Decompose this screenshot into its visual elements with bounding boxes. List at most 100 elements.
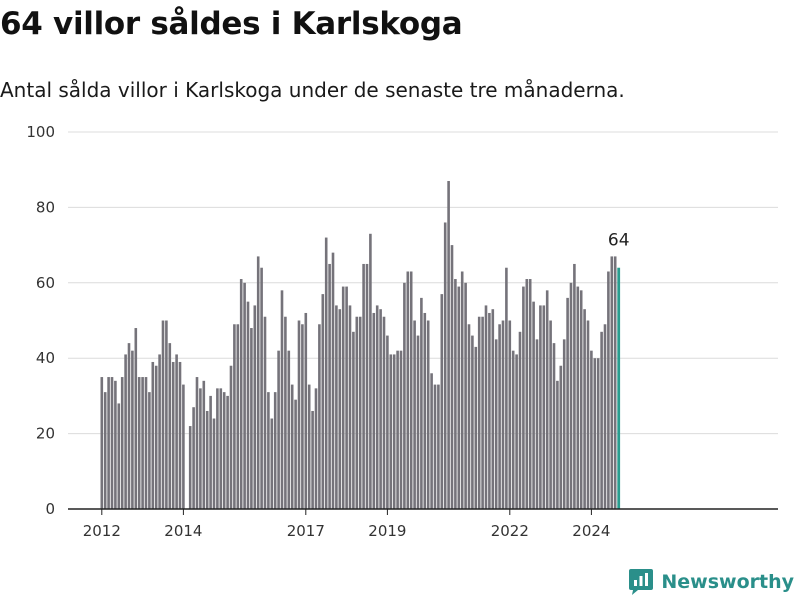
chart-bar: [324, 237, 328, 509]
x-tick-label: 2014: [164, 522, 202, 540]
chart-bar: [270, 418, 274, 509]
chart-bar: [552, 343, 556, 509]
brand-logo: Newsworthy: [628, 568, 794, 596]
chart-bar: [236, 324, 240, 509]
chart-bar: [107, 377, 110, 509]
chart-bar: [460, 271, 464, 509]
chart-bar: [287, 350, 291, 509]
chart-bar: [583, 309, 586, 509]
chart-bar: [556, 380, 559, 509]
chart-bar: [403, 282, 406, 509]
chart-bar: [348, 305, 352, 509]
chart-bar: [369, 233, 372, 510]
chart-bar: [171, 361, 175, 509]
chart-bar: [464, 282, 467, 509]
chart-bar: [379, 309, 382, 509]
chart-labels: 0 20 40 60 80 100 64 2012 2014 2017 2019 2022 2024: [26, 123, 629, 540]
x-tick-label: 2022: [491, 522, 529, 540]
chart-bar: [219, 388, 223, 509]
chart-bar: [250, 328, 253, 509]
chart-bar: [593, 358, 597, 509]
chart-bar: [100, 377, 104, 509]
chart-bar: [161, 320, 165, 509]
chart-bar: [110, 377, 114, 509]
chart-bar: [154, 365, 158, 509]
chart-bar: [579, 290, 583, 509]
chart-bar: [182, 384, 185, 509]
chart-bar: [443, 222, 447, 510]
chart-bar: [437, 384, 440, 509]
chart-bar: [416, 335, 420, 509]
chart-bar: [216, 388, 219, 509]
chart-bar: [471, 335, 474, 509]
chart-bar: [484, 305, 488, 509]
chart-bar: [491, 309, 495, 509]
chart-bar: [413, 320, 416, 509]
chart-bar: [576, 286, 580, 509]
chart-bar: [222, 392, 226, 509]
chart-bar: [586, 320, 590, 509]
chart-bar: [447, 181, 450, 509]
chart-bar: [114, 380, 117, 509]
chart-bar: [311, 410, 314, 509]
chart-bar: [532, 301, 535, 509]
chart-bar: [260, 267, 263, 509]
chart-bar: [243, 282, 246, 509]
chart-bar: [498, 324, 501, 509]
chart-bar: [103, 392, 107, 509]
chart-bar: [188, 426, 192, 509]
chart-bar: [304, 312, 308, 509]
chart-bar: [382, 316, 386, 509]
chart-bar: [562, 339, 566, 509]
chart-bar: [559, 365, 563, 509]
chart-bar: [134, 328, 138, 509]
x-tick-label: 2012: [83, 522, 121, 540]
chart-bar: [263, 316, 267, 509]
chart-bar: [335, 305, 338, 509]
chart-bar: [375, 305, 379, 509]
chart-bar: [549, 320, 552, 509]
chart-bar: [338, 309, 342, 509]
chart-bar: [117, 403, 121, 509]
chart-bar: [613, 256, 617, 509]
bar-chart: 0 20 40 60 80 100 64 2012 2014 2017 2019 2022 2024: [26, 123, 778, 540]
y-tick-label: 80: [36, 198, 55, 216]
chart-bar: [590, 350, 593, 509]
chart-bar: [399, 350, 403, 509]
chart-bar: [246, 301, 250, 509]
chart-bar: [256, 256, 260, 509]
chart-bar: [239, 279, 243, 509]
chart-bar: [522, 286, 525, 509]
chart-bar: [301, 324, 304, 509]
y-tick-label: 60: [36, 274, 55, 292]
chart-bar: [233, 324, 236, 509]
chart-bar: [573, 263, 576, 509]
chart-bar: [508, 320, 512, 509]
chart-bar: [277, 350, 280, 509]
chart-bar: [158, 354, 161, 509]
chart-bar: [120, 377, 124, 509]
chart-bar: [450, 245, 454, 509]
chart-bar: [566, 297, 569, 509]
chart-bar: [267, 392, 270, 509]
chart-bar: [229, 365, 233, 509]
chart-bar: [331, 252, 335, 509]
chart-bar: [430, 373, 433, 509]
chart-bar: [178, 361, 182, 509]
chart-bar: [318, 324, 321, 509]
latest-value-label: 64: [608, 230, 630, 250]
chart-bar: [596, 358, 600, 509]
chart-bar-latest: [617, 267, 621, 509]
chart-bar: [202, 380, 206, 509]
chart-bar: [535, 339, 539, 509]
chart-bar: [607, 271, 610, 509]
chart-bar: [477, 316, 481, 509]
chart-bar: [494, 339, 498, 509]
page-subtitle: Antal sålda villor i Karlskoga under de …: [0, 78, 625, 102]
chart-bars: [100, 181, 621, 510]
chart-bar: [600, 331, 603, 509]
chart-bar: [457, 286, 461, 509]
chart-bar: [209, 395, 212, 509]
chart-bar: [195, 377, 199, 509]
chart-bar: [175, 354, 178, 509]
